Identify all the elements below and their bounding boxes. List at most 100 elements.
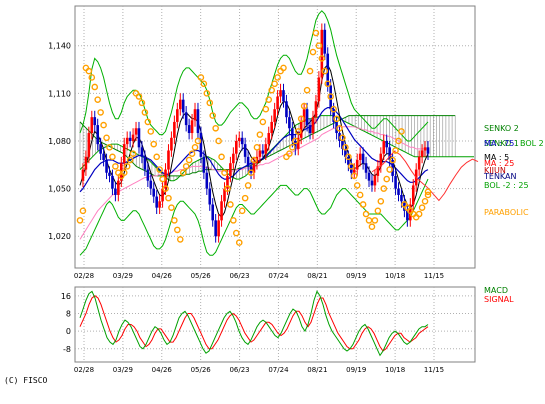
candle-body [276,96,279,110]
parabolic-dot [141,109,149,116]
candle-body [205,172,209,189]
parabolic-dot [274,74,281,81]
parabolic-dot [238,207,246,215]
parabolic-dot [100,121,107,129]
candle-body [167,150,170,170]
bollinger-lower-line [79,178,429,256]
candle-body [305,109,309,126]
parabolic-dot [126,156,134,164]
candle-body [420,150,424,157]
parabolic-dot [374,207,382,215]
candle-body [314,101,318,118]
parabolic-dot [318,55,326,62]
candle-body [102,153,105,161]
candle-body [367,172,371,181]
parabolic-dot [383,175,391,183]
macd-x-tick-label: 08/21 [307,366,327,374]
candle-body [332,109,335,122]
parabolic-dot [221,169,228,177]
parabolic-dot [380,185,388,192]
candle-body [400,194,403,202]
candle-body [302,109,306,122]
parabolic-dot [315,42,323,49]
candle-body [184,112,188,126]
candle-body [202,156,206,173]
candle-body [273,109,276,122]
legend-label: SENKO 1 [484,139,519,148]
parabolic-dot [106,144,113,151]
parabolic-dot [321,67,329,75]
parabolic-dot [392,147,399,154]
candle-body [264,144,268,154]
candle-body [232,153,235,164]
candle-body [326,53,330,86]
parabolic-dot [286,150,293,157]
parabolic-dot [350,172,358,180]
legend-label: MA : 5 [484,153,509,162]
parabolic-dot [359,201,367,208]
price-y-tick-label: 1,140 [48,42,71,51]
candle-body [341,140,344,149]
macd-x-tick-label: 03/29 [113,366,133,374]
signal-legend-label: SIGNAL [484,295,514,304]
legend-label: BOL 2 : 25 [520,139,545,148]
parabolic-dot [144,118,152,126]
candle-body [376,166,380,176]
candle-body [426,147,430,154]
candle-body [291,128,294,141]
parabolic-dot [389,156,396,164]
candle-body [361,153,365,164]
candle-body [211,204,215,221]
candle-body [417,156,421,170]
parabolic-dot [129,150,137,157]
candle-body [99,144,102,154]
parabolic-dot [327,93,334,100]
parabolic-dot [342,144,349,151]
parabolic-dot [362,210,370,218]
parabolic-dot [150,140,158,148]
candle-body [122,144,126,164]
candle-body [229,163,232,176]
parabolic-dot [156,166,163,173]
candle-body [320,29,324,78]
parabolic-dot [174,226,181,234]
candle-body [261,150,265,154]
macd-legend-label: MACD [484,286,508,295]
macd-x-tick-label: 02/28 [74,366,94,374]
price-x-tick-label: 11/15 [424,272,444,280]
parabolic-dot [371,217,379,224]
macd-x-tick-label: 05/26 [191,366,212,374]
parabolic-dot [159,175,166,183]
parabolic-dot [171,217,178,224]
parabolic-dot [424,191,432,199]
parabolic-dot [386,166,393,173]
candle-body [117,180,120,195]
candle-body [406,210,409,221]
parabolic-dot [259,118,267,126]
parabolic-dot [135,93,143,100]
candle-body [391,160,394,176]
candle-body [199,133,203,157]
parabolic-dot [268,86,275,94]
parabolic-dot [324,80,332,88]
macd-x-tick-label: 06/23 [229,366,249,374]
macd-y-tick-label: 0 [66,327,71,336]
price-y-tick-label: 1,020 [48,232,71,241]
parabolic-dot [377,198,385,205]
price-x-tick-label: 08/21 [307,272,327,280]
parabolic-dot [112,163,119,170]
parabolic-dot [291,137,299,145]
parabolic-dot [289,144,296,151]
candle-body [131,134,135,141]
parabolic-dot [206,99,214,107]
parabolic-dot [312,29,320,37]
macd-x-tick-label: 09/19 [346,366,366,374]
candle-body [243,144,247,157]
candle-body [220,201,223,221]
macd-line [79,290,429,357]
candle-body [388,147,391,161]
candle-body [379,153,383,167]
candle-body [403,201,406,211]
